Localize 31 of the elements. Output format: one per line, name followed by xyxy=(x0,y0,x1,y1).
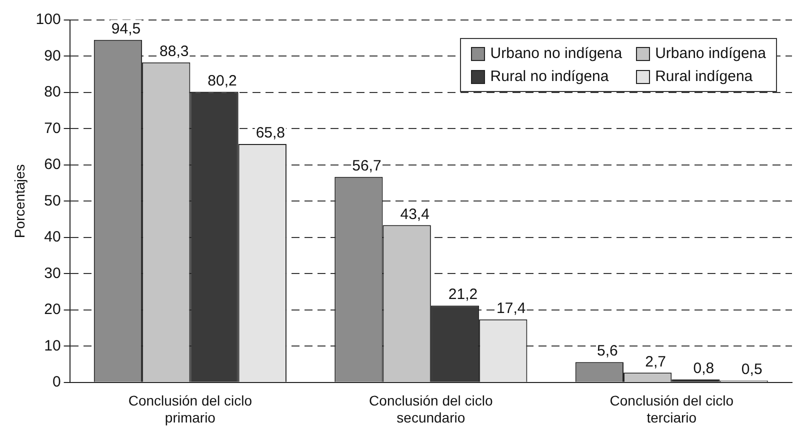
data-label: 0,8 xyxy=(693,360,714,378)
y-tick-label: 20 xyxy=(44,301,61,318)
y-tick-label: 100 xyxy=(36,11,61,28)
data-label: 2,7 xyxy=(645,353,666,370)
x-tick-label: Conclusión del ciclo secundario xyxy=(369,392,493,426)
y-tick-label: 60 xyxy=(44,156,61,174)
data-label: 65,8 xyxy=(256,124,286,142)
y-tick-label: 40 xyxy=(44,228,61,246)
data-label: 43,4 xyxy=(400,206,430,223)
y-tick-label: 70 xyxy=(44,120,61,137)
y-tick-label: 50 xyxy=(44,192,61,210)
x-tick-label: Conclusión del ciclo terciario xyxy=(610,392,734,426)
y-axis-title: Porcentajes xyxy=(11,164,28,238)
y-tick-label: 30 xyxy=(44,264,61,282)
legend-label: Urbano indígena xyxy=(655,45,766,62)
y-tick-label: 0 xyxy=(52,374,61,391)
legend-label: Rural no indígena xyxy=(490,68,609,85)
data-label: 21,2 xyxy=(448,286,478,304)
data-label: 5,6 xyxy=(596,342,618,360)
data-label: 17,4 xyxy=(496,300,526,317)
legend-label: Rural indígena xyxy=(655,68,753,85)
data-label: 0,5 xyxy=(741,361,762,378)
y-tick-label: 10 xyxy=(44,337,61,354)
data-label: 80,2 xyxy=(208,72,237,90)
y-tick-label: 90 xyxy=(44,47,61,64)
data-label: 94,5 xyxy=(111,20,141,38)
data-label: 56,7 xyxy=(352,158,382,175)
y-tick-label: 80 xyxy=(44,84,61,101)
legend-label: Urbano no indígena xyxy=(490,45,622,62)
x-tick-label: Conclusión del ciclo primario xyxy=(128,392,252,426)
data-label: 88,3 xyxy=(160,43,189,60)
